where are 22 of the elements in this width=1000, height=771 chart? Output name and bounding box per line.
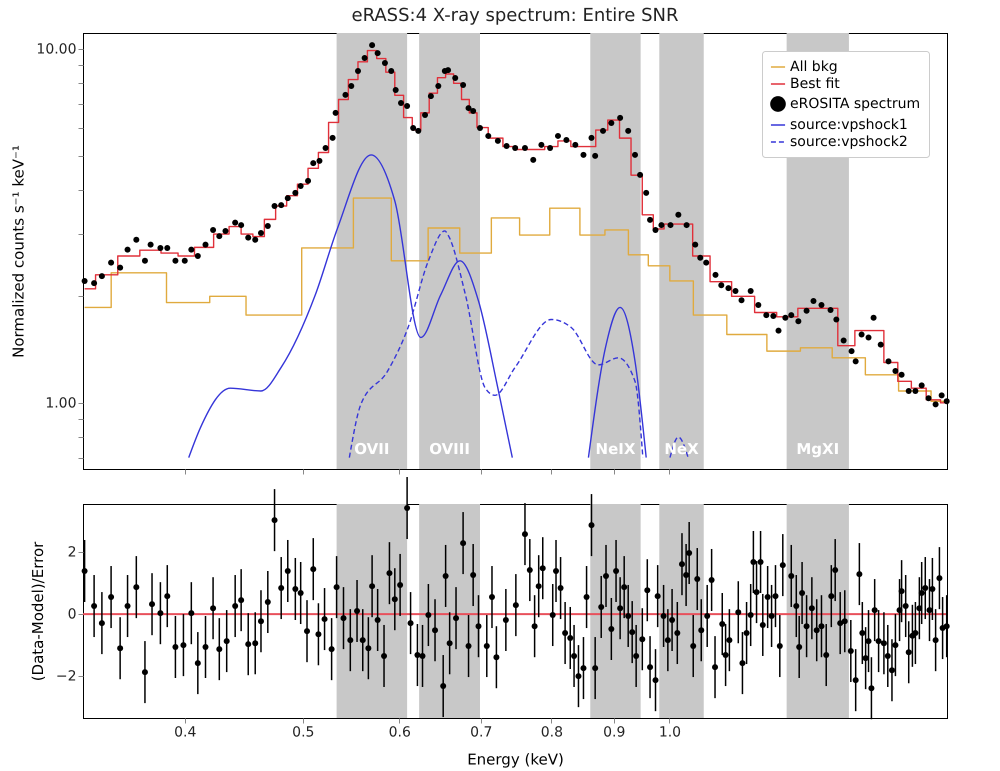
- y-tick-label: 1.00: [45, 395, 76, 412]
- x-tick-label: 0.5: [292, 724, 314, 740]
- y-tick-label: −2: [56, 668, 76, 685]
- legend-label: eROSITA spectrum: [790, 96, 920, 112]
- x-tick-label: 0.8: [540, 724, 564, 740]
- y-tick-label: 0: [68, 606, 76, 623]
- x-tick-label: 1.0: [658, 724, 682, 740]
- chart-title: eRASS:4 X-ray spectrum: Entire SNR: [352, 5, 678, 26]
- band-label: NeX: [664, 440, 700, 458]
- y-tick-label: 10.00: [36, 42, 76, 58]
- x-tick-label: 0.9: [603, 724, 626, 740]
- legend-label: source:vpshock2: [790, 134, 908, 150]
- x-axis-title: Energy (keV): [467, 750, 564, 768]
- legend-label: All bkg: [790, 59, 838, 75]
- y-tick-label: 2: [68, 544, 76, 561]
- legend-label: source:vpshock1: [790, 117, 908, 133]
- x-tick-label: 0.7: [470, 724, 492, 740]
- x-tick-label: 0.6: [388, 724, 411, 740]
- legend-label: Best fit: [790, 76, 840, 92]
- y-axis-title: Normalized counts s⁻¹ keV⁻¹: [9, 145, 28, 358]
- y-axis-title: (Data-Model)/Error: [28, 540, 47, 682]
- x-tick-label: 0.4: [174, 724, 196, 740]
